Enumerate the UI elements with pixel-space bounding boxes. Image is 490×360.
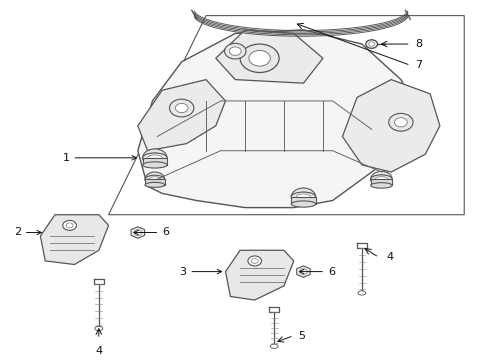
Polygon shape <box>131 227 145 238</box>
Ellipse shape <box>145 183 165 187</box>
Ellipse shape <box>143 153 167 163</box>
Ellipse shape <box>175 103 188 113</box>
Ellipse shape <box>63 220 76 230</box>
Polygon shape <box>291 197 316 204</box>
Ellipse shape <box>291 188 316 206</box>
Text: 4: 4 <box>386 252 393 262</box>
Ellipse shape <box>134 230 142 235</box>
Ellipse shape <box>95 327 103 330</box>
Ellipse shape <box>251 258 258 264</box>
Polygon shape <box>138 30 420 208</box>
Ellipse shape <box>371 183 392 188</box>
Ellipse shape <box>248 256 262 266</box>
Ellipse shape <box>249 50 270 66</box>
Text: 8: 8 <box>416 39 423 49</box>
Polygon shape <box>40 215 109 265</box>
Text: 6: 6 <box>299 267 335 276</box>
Ellipse shape <box>291 192 316 202</box>
Ellipse shape <box>224 43 246 59</box>
Ellipse shape <box>143 149 167 167</box>
Ellipse shape <box>299 269 307 274</box>
Ellipse shape <box>394 118 407 127</box>
Ellipse shape <box>270 344 278 348</box>
Text: 2: 2 <box>14 228 41 238</box>
Ellipse shape <box>229 47 241 55</box>
Ellipse shape <box>150 176 160 183</box>
Ellipse shape <box>145 172 165 186</box>
Polygon shape <box>297 266 310 277</box>
Text: 3: 3 <box>179 267 221 276</box>
Ellipse shape <box>366 40 377 48</box>
Text: 1: 1 <box>63 153 136 163</box>
Polygon shape <box>371 179 392 185</box>
Polygon shape <box>145 179 165 185</box>
Text: 6: 6 <box>134 228 169 238</box>
Ellipse shape <box>66 223 73 228</box>
Ellipse shape <box>389 113 413 131</box>
Polygon shape <box>343 80 440 172</box>
Polygon shape <box>143 158 167 165</box>
Ellipse shape <box>369 42 374 46</box>
Ellipse shape <box>170 99 194 117</box>
Ellipse shape <box>371 171 392 187</box>
Ellipse shape <box>149 177 161 181</box>
Ellipse shape <box>371 175 392 184</box>
Ellipse shape <box>147 155 162 161</box>
Ellipse shape <box>358 291 366 295</box>
Ellipse shape <box>143 162 167 168</box>
Polygon shape <box>216 30 323 83</box>
Ellipse shape <box>145 175 165 183</box>
Ellipse shape <box>148 153 161 162</box>
Ellipse shape <box>291 201 316 207</box>
Ellipse shape <box>375 175 387 184</box>
Ellipse shape <box>375 176 388 182</box>
Ellipse shape <box>297 192 310 202</box>
Text: 7: 7 <box>416 60 423 71</box>
Polygon shape <box>225 250 294 300</box>
Polygon shape <box>138 80 225 151</box>
Text: 4: 4 <box>95 346 102 356</box>
Text: 5: 5 <box>298 330 306 341</box>
Ellipse shape <box>296 194 311 200</box>
Ellipse shape <box>240 44 279 72</box>
